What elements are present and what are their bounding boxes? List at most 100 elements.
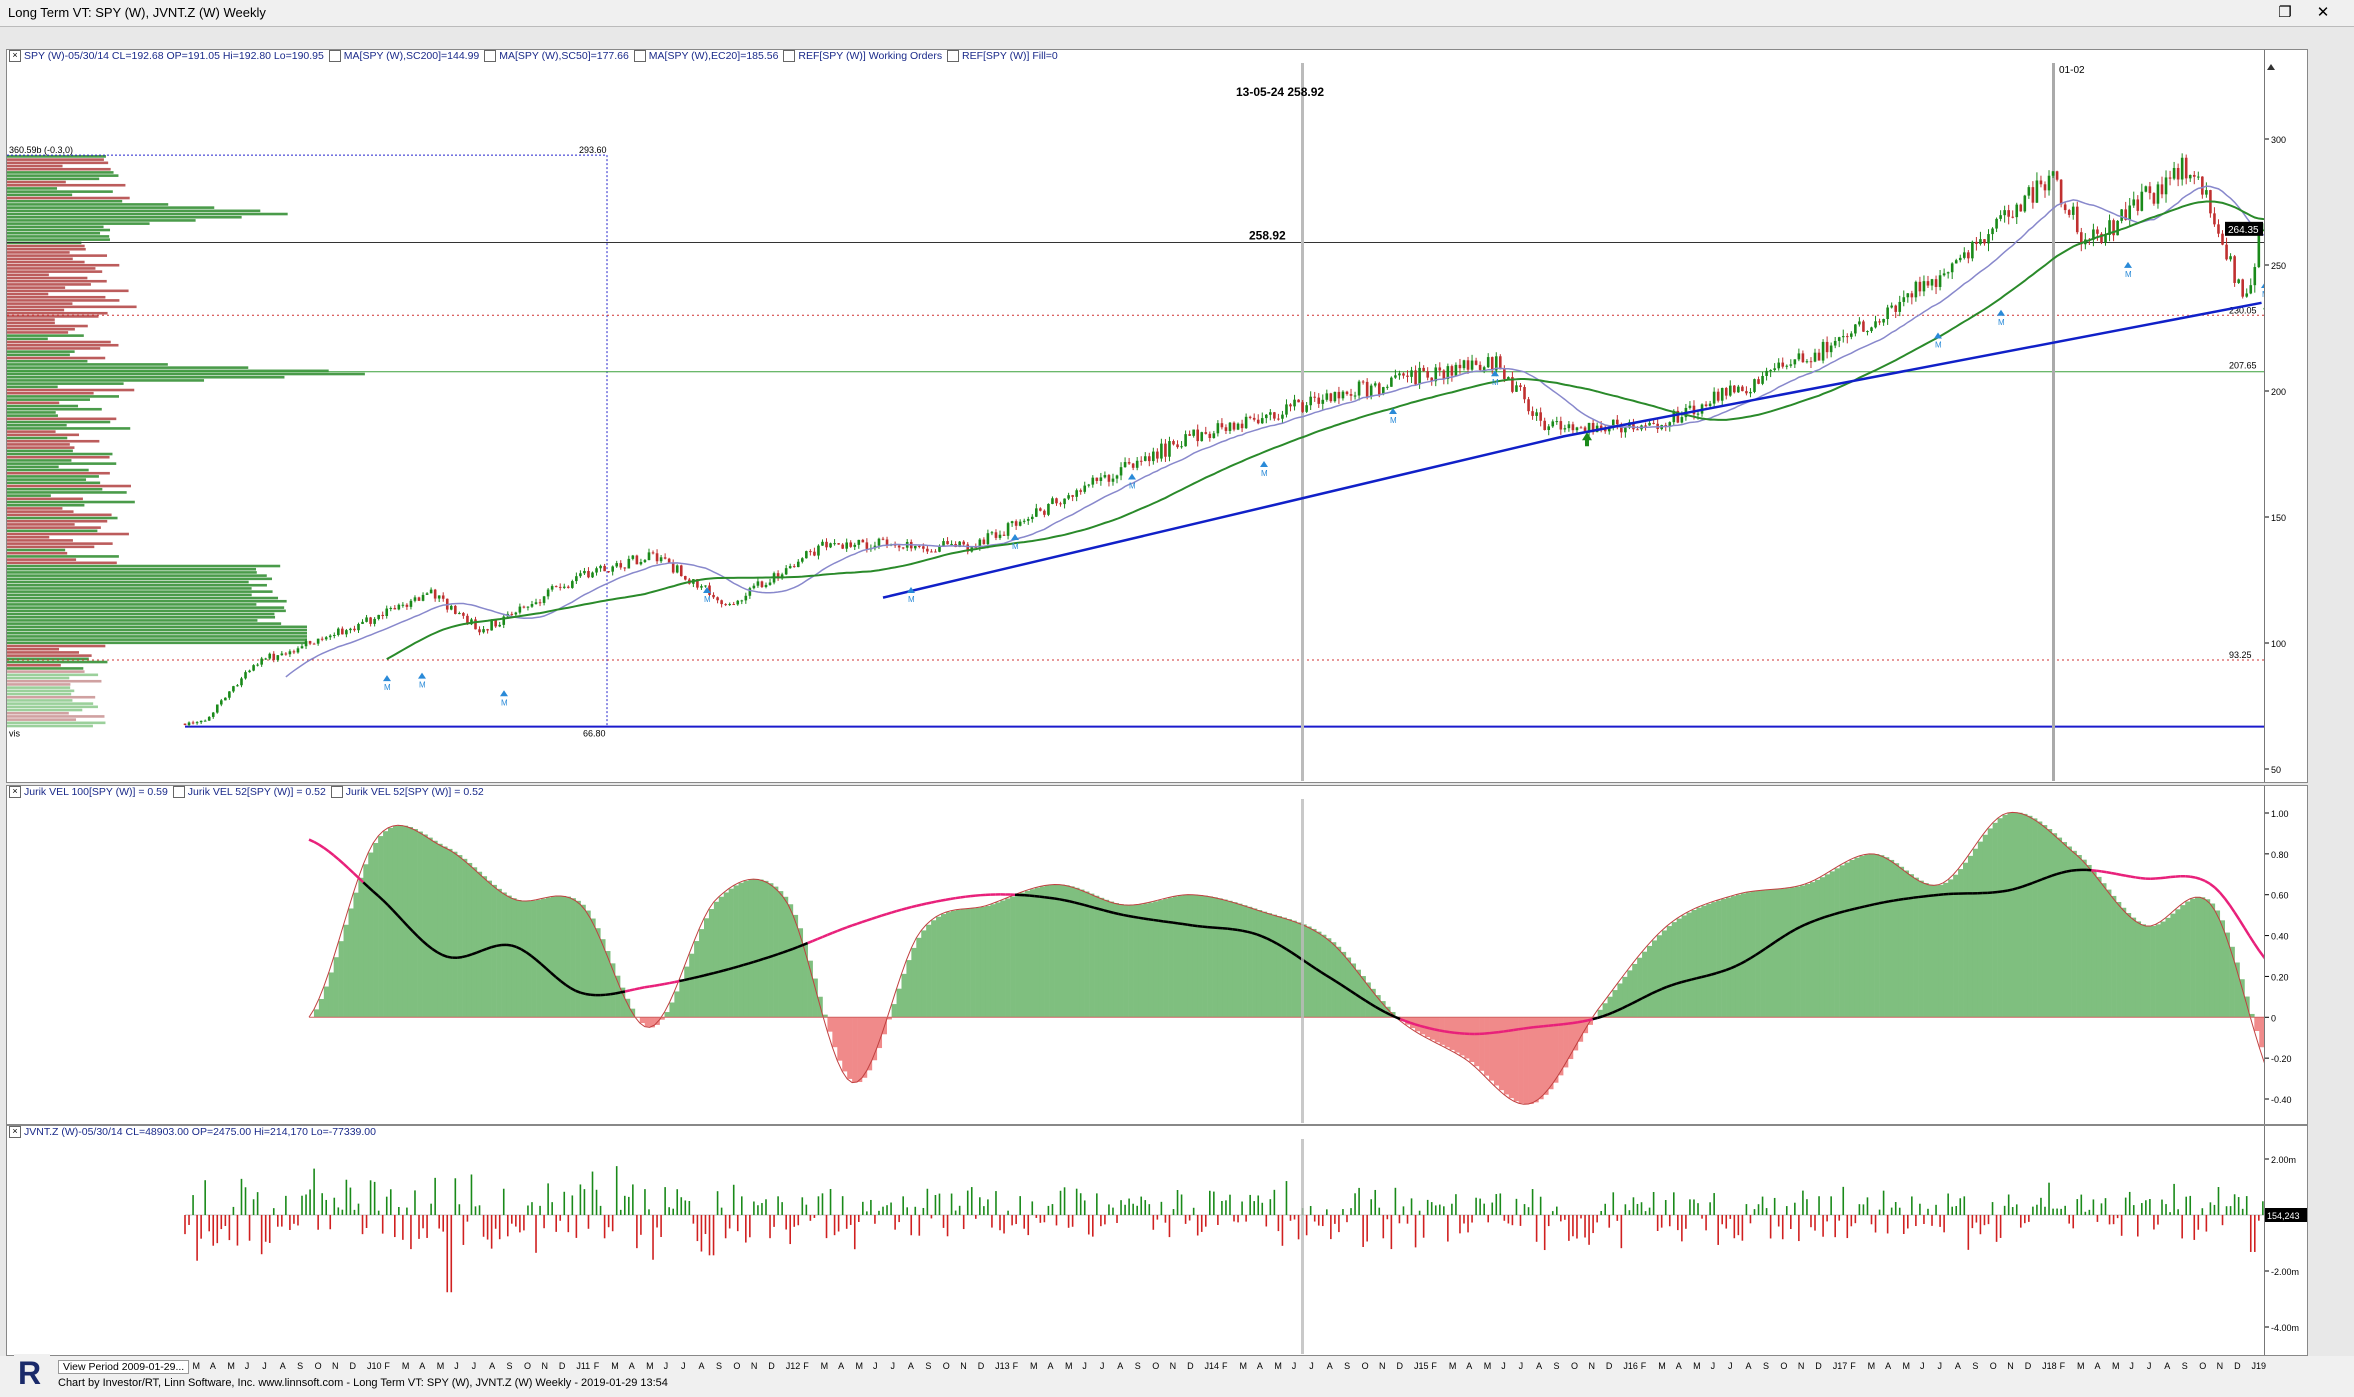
price-header-prefix: SPY (W)-05/30/14 CL=192.68 OP=191.05 Hi=… [24,50,324,62]
profile-top-left-label: 360.59b (-0.3,0) [9,145,73,155]
candle-body [986,533,990,545]
close-pane-icon[interactable]: × [9,1126,21,1138]
candle-body [1543,420,1546,430]
jurik52-segment [520,948,527,954]
jurik52-segment [1844,908,1850,913]
candle-body [2144,186,2148,192]
legend-ma200[interactable]: MA[SPY (W),SC200]=144.99 [343,50,480,62]
jurik-area-bar [1355,969,1361,1018]
candle-body [1486,357,1490,368]
jurik52-segment [1774,937,1782,943]
legend-jurik100[interactable]: Jurik VEL 100[SPY (W)] = 0.59 [24,786,168,798]
jurik-area-bar [718,896,725,1018]
jurik-area-bar [768,883,774,1018]
legend-ec20[interactable]: MA[SPY (W),EC20]=185.56 [648,50,779,62]
jurik52-segment [792,945,799,951]
month-label: A [1955,1361,1961,1371]
jurik-area-bar [2160,921,2166,1018]
legend-jvnt[interactable]: JVNT.Z (W)-05/30/14 CL=48903.00 OP=2475.… [24,1126,376,1138]
jurik52-segment [1113,911,1120,916]
close-icon[interactable]: ✕ [2316,4,2330,21]
close-pane-icon[interactable]: × [9,786,21,798]
candle-body [421,594,425,601]
jurik-area-bar [773,886,779,1018]
jurik52-segment [1345,986,1352,993]
month-label: M [1484,1361,1492,1371]
legend-working-orders[interactable]: REF[SPY (W)] Working Orders [798,50,943,62]
jurik52-segment [1493,1030,1500,1034]
candle-body [1188,434,1191,436]
candle-body [583,570,586,574]
jurik52-segment [1069,900,1075,904]
jurik-area-bar [891,1004,897,1018]
jurik-area-bar [758,879,764,1018]
jurik52-segment [822,933,828,939]
oscillator-panel[interactable]: × Jurik VEL 100[SPY (W)] = 0.59 Jurik VEL… [6,785,2308,1125]
price-chart[interactable]: 360.59b (-0.3,0) 293.60 66.80 vis 258.92 230.… [7,63,2265,781]
legend-ma50[interactable]: MA[SPY (W),SC50]=177.66 [499,50,629,62]
candle-body [2132,199,2136,206]
candle-body [1648,422,1651,426]
candle-body [1555,421,1559,423]
jurik52-segment [1054,897,1060,901]
jurik-area-bar [1261,911,1268,1018]
jurik52-segment [782,949,789,954]
price-panel[interactable]: × SPY (W)-05/30/14 CL=192.68 OP=191.05 Hi… [6,49,2308,783]
candle-body [244,672,247,679]
jurik52-segment [2253,942,2261,952]
restore-icon[interactable]: ❐ [2278,4,2292,21]
legend-jurik52b[interactable]: Jurik VEL 52[SPY (W)] = 0.52 [345,786,484,798]
jurik52-segment [1340,983,1347,989]
legend-jurik52a[interactable]: Jurik VEL 52[SPY (W)] = 0.52 [187,786,326,798]
jurik52-segment [2101,870,2107,874]
jurik-area-bar [1074,887,1080,1018]
candle-body [232,686,235,692]
jurik-area-bar [1192,894,1199,1018]
jurik52-segment [575,989,582,994]
price-panel-header: × SPY (W)-05/30/14 CL=192.68 OP=191.05 Hi… [7,50,2307,62]
osc-axis-label: 0 [2271,1013,2276,1023]
jurik52-segment [2248,935,2256,945]
jurik-area-bar [1084,891,1090,1018]
candle-body [1297,399,1300,403]
ma50-line [386,200,2265,661]
candle-body [700,586,703,588]
candle-body [369,617,372,624]
month-label: F [1431,1361,1437,1371]
close-pane-icon[interactable]: × [9,50,21,62]
candle-body [373,618,376,624]
candle-body [635,555,639,565]
jurik-area-bar [1577,1017,1584,1042]
jurik52-segment [787,947,794,952]
legend-fill[interactable]: REF[SPY (W)] Fill=0 [962,50,1058,62]
oscillator-chart[interactable] [7,799,2265,1123]
month-label: M [856,1361,864,1371]
month-label: J [454,1361,459,1371]
candle-body [1305,405,1308,412]
jurik52-segment [1261,935,1268,940]
jurik52-segment [2194,876,2201,881]
view-period-field[interactable]: View Period 2009-01-29... [58,1360,190,1374]
candle-body [1224,427,1228,431]
jurik52-segment [327,850,335,857]
candle-body [1337,391,1341,399]
candle-body [922,546,925,549]
candle-body [1204,432,1208,434]
candle-body [2225,244,2228,260]
month-label: O [1780,1361,1787,1371]
candle-body [526,606,530,608]
month-label: O [1990,1361,1997,1371]
jurik-area-bar [1987,828,1993,1018]
jurik52-segment [1834,911,1840,916]
volume-panel[interactable]: × JVNT.Z (W)-05/30/14 CL=48903.00 OP=2475… [6,1125,2308,1356]
candle-body [825,541,828,548]
candle-body [1728,385,1732,396]
candle-body [2253,267,2257,286]
jurik52-segment [1148,917,1154,922]
candle-body [1962,252,1966,258]
jurik52-segment [940,898,947,902]
volume-chart[interactable] [7,1139,2265,1354]
candle-body [1333,391,1337,402]
jurik-area-bar [1948,879,1954,1018]
candle-body [558,586,562,588]
